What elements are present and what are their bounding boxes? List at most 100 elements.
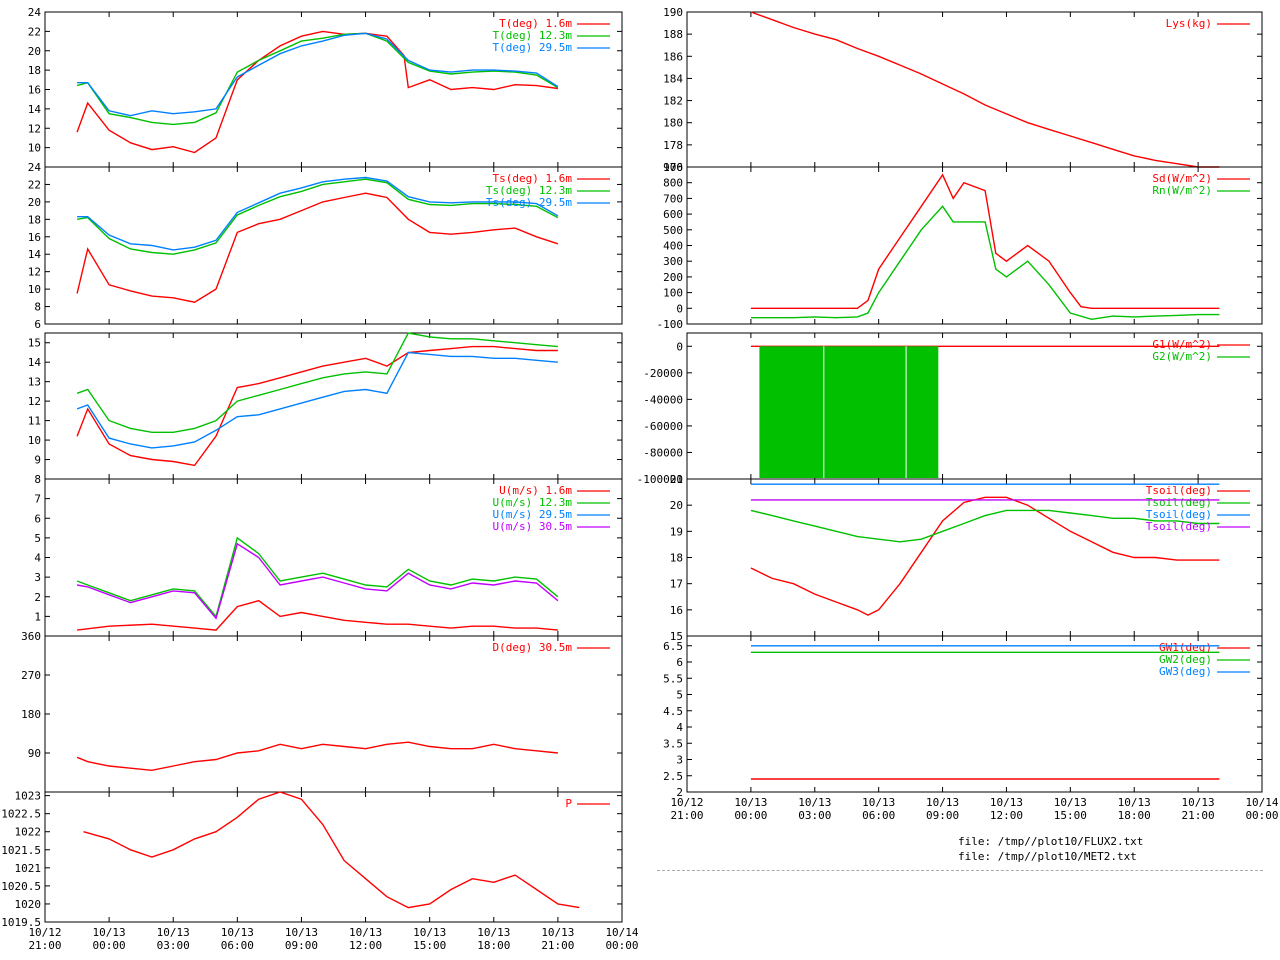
y-tick-label: 7 xyxy=(34,493,41,506)
series-line xyxy=(77,32,559,117)
x-tick-date: 10/12 xyxy=(670,796,703,809)
series-line xyxy=(76,345,558,467)
chart-p: 1019.5 1020 1020.5 1021 1021.5 1022 1022.5 1023… xyxy=(1,790,623,929)
chart-u: 1 2 3 4 5 6 7 8 U(m/s) 1.6mU(m/s) 12.3mU(m/s) 29… xyxy=(34,473,623,637)
x-tick-date: 10/13 xyxy=(477,926,510,939)
legend-label: U(m/s) 12.3m xyxy=(493,496,573,509)
y-tick-label: 400 xyxy=(663,240,683,253)
legend-label: P xyxy=(565,797,572,810)
y-tick-label: 22 xyxy=(28,25,41,38)
y-tick-label: 21 xyxy=(670,473,683,486)
legend-label: Sd(W/m^2) xyxy=(1152,172,1212,185)
chart-frame xyxy=(686,635,1263,793)
y-tick-label: 1020 xyxy=(15,898,42,911)
y-tick-label: 19 xyxy=(670,525,683,538)
chart-sd: -100 0 100 200 300 400 500 600 700 800 900 Sd(W/m^2… xyxy=(657,161,1263,331)
chart-t3: 9 10 11 12 13 14 15 xyxy=(28,332,623,480)
y-tick-label: 186 xyxy=(663,50,683,63)
x-tick-time: 00:00 xyxy=(605,939,638,952)
series-line xyxy=(750,205,1220,321)
y-tick-label: 500 xyxy=(663,224,683,237)
y-tick-label: 4 xyxy=(676,721,683,734)
y-tick-label: 12 xyxy=(28,266,41,279)
x-tick-time: 06:00 xyxy=(862,809,895,822)
y-tick-label: 0 xyxy=(676,302,683,315)
x-tick-time: 21:00 xyxy=(670,809,703,822)
chart-tsoil: 15161718192021Tsoil(deg)Tsoil(deg)Tsoil(… xyxy=(670,473,1263,643)
y-tick-label: 1019.5 xyxy=(1,916,41,929)
y-tick-label: 2 xyxy=(676,786,683,799)
y-tick-label: 8 xyxy=(34,301,41,314)
file-met: file: /tmp//plot10/MET2.txt xyxy=(958,850,1137,863)
legend-label: Ts(deg) 1.6m xyxy=(493,172,573,185)
y-tick-label: 270 xyxy=(21,669,41,682)
y-tick-label: 2.5 xyxy=(663,770,683,783)
x-tick-time: 15:00 xyxy=(1054,809,1087,822)
x-tick-time: 18:00 xyxy=(1118,809,1151,822)
y-tick-label: 1022.5 xyxy=(1,808,41,821)
y-tick-label: 5 xyxy=(676,689,683,702)
x-tick-date: 10/13 xyxy=(1182,796,1215,809)
series-line xyxy=(750,509,1220,543)
series-line xyxy=(76,536,559,618)
chart-frame xyxy=(44,166,623,325)
y-tick-label: 5 xyxy=(34,532,41,545)
x-tick-date: 10/13 xyxy=(1054,796,1087,809)
legend-label: Ts(deg) 12.3m xyxy=(486,184,572,197)
y-tick-label: 1020.5 xyxy=(1,880,41,893)
x-tick-date: 10/13 xyxy=(862,796,895,809)
x-tick-date: 10/12 xyxy=(28,926,61,939)
y-tick-label: 18 xyxy=(28,213,41,226)
chart-frame xyxy=(44,791,623,923)
y-tick-label: 24 xyxy=(28,161,42,174)
x-tick-date: 10/14 xyxy=(1245,796,1278,809)
legend-label: T(deg) 12.3m xyxy=(493,29,573,42)
y-tick-label: 0 xyxy=(676,340,683,353)
y-tick-label: 800 xyxy=(663,177,683,190)
y-tick-label: 17 xyxy=(670,578,683,591)
y-tick-label: 18 xyxy=(28,64,41,77)
series-line xyxy=(750,173,1220,309)
y-tick-label: 1 xyxy=(34,610,41,623)
x-tick-date: 10/13 xyxy=(1118,796,1151,809)
y-tick-label: 14 xyxy=(28,103,42,116)
y-tick-label: 1022 xyxy=(15,826,42,839)
y-tick-label: 184 xyxy=(663,72,683,85)
series-line xyxy=(76,32,559,126)
x-tick-time: 18:00 xyxy=(477,939,510,952)
x-tick-date: 10/14 xyxy=(605,926,638,939)
y-tick-label: 180 xyxy=(663,117,683,130)
y-tick-label: 20 xyxy=(670,499,683,512)
y-tick-label: 6.5 xyxy=(663,640,683,653)
series-line xyxy=(76,332,558,433)
x-tick-date: 10/13 xyxy=(285,926,318,939)
x-tick-time: 00:00 xyxy=(1245,809,1278,822)
chart-frame xyxy=(686,11,1263,168)
chart-g: -100000 -80000 -60000 -40000 -20000 0 G1(W/m^2… xyxy=(637,332,1263,486)
file-flux: file: /tmp//plot10/FLUX2.txt xyxy=(958,835,1144,848)
x-tick-date: 10/13 xyxy=(157,926,190,939)
y-tick-label: 11 xyxy=(28,415,41,428)
y-tick-label: 12 xyxy=(28,122,41,135)
x-tick-date: 10/13 xyxy=(541,926,574,939)
y-tick-label: 182 xyxy=(663,95,683,108)
y-tick-label: 10 xyxy=(28,283,41,296)
y-tick-label: 176 xyxy=(663,161,683,174)
y-tick-label: 3.5 xyxy=(663,737,683,750)
y-tick-label: 16 xyxy=(670,604,683,617)
y-tick-label: 3 xyxy=(34,571,41,584)
series-line xyxy=(750,11,1220,168)
y-tick-label: 700 xyxy=(663,192,683,205)
legend-label: U(m/s) 1.6m xyxy=(499,484,572,497)
series-line xyxy=(77,176,559,251)
legend-label: G1(W/m^2) xyxy=(1152,338,1212,351)
series-line xyxy=(76,741,558,772)
chart-d: 90 180 270 360 D(deg) 30.5m xyxy=(21,630,623,793)
legend-label: GW3(deg) xyxy=(1159,665,1212,678)
y-tick-label: 14 xyxy=(28,356,42,369)
legend-label: T(deg) 29.5m xyxy=(493,41,573,54)
y-tick-label: 24 xyxy=(28,6,42,19)
y-tick-label: 178 xyxy=(663,139,683,152)
series-line xyxy=(76,542,559,620)
